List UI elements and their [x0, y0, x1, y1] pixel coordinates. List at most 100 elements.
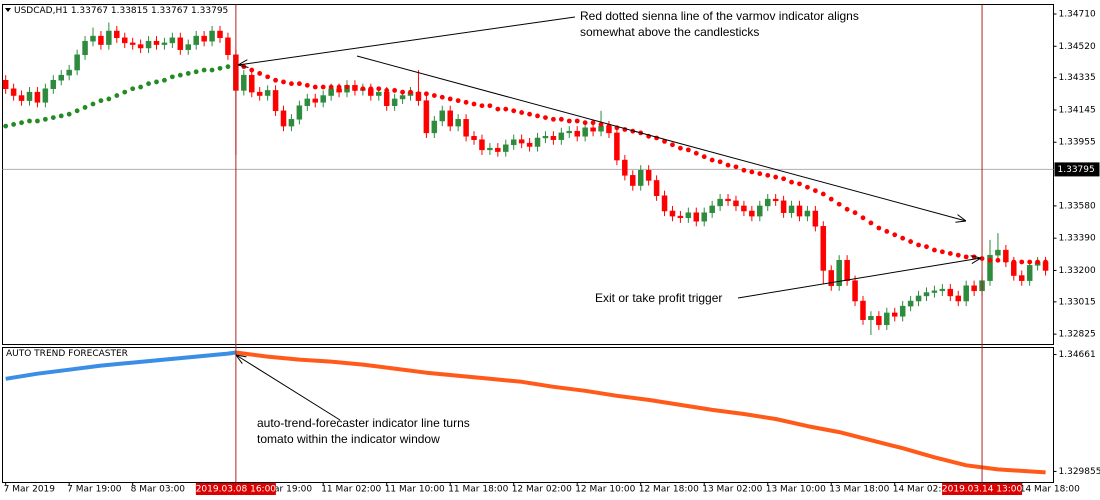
candle-body	[241, 74, 247, 91]
candle-body	[661, 195, 668, 212]
candle-body	[757, 205, 763, 217]
indicator-dot	[392, 88, 398, 93]
indicator-dot	[82, 105, 88, 110]
x-tick-label: 11 Mar 18:00	[448, 485, 508, 495]
candle-body	[717, 198, 723, 207]
candle-body	[376, 91, 382, 96]
candle-body	[844, 260, 850, 281]
candle-body	[1018, 275, 1025, 281]
candle-body	[574, 130, 580, 137]
y-tick-label: 1.33580	[1059, 201, 1096, 211]
indicator-dot	[773, 174, 779, 180]
candle-body	[129, 42, 136, 45]
candle-body	[106, 30, 112, 45]
annotation: somewhat above the candlesticks	[580, 25, 759, 39]
indicator-dot	[42, 116, 48, 122]
indicator-dot	[455, 98, 461, 104]
candle-body	[1026, 265, 1033, 281]
indicator-dot	[789, 179, 794, 185]
indicator-dot	[209, 67, 215, 73]
candle-body	[907, 300, 914, 307]
indicator-dot	[169, 74, 175, 80]
candle-body	[50, 79, 57, 89]
indicator-dot	[566, 118, 572, 124]
x-tick-label: 13 Mar 18:00	[829, 485, 889, 495]
indicator-dot	[138, 84, 144, 90]
indicator-dot	[487, 103, 493, 109]
indicator-dot	[924, 244, 929, 250]
candle-body	[693, 212, 700, 222]
indicator-dot	[503, 106, 509, 112]
indicator-dot	[511, 108, 517, 114]
candle-body	[622, 159, 628, 176]
indicator-dot	[479, 103, 485, 109]
candle-body	[939, 288, 946, 292]
candle-body	[264, 90, 271, 96]
candle-body	[780, 200, 787, 213]
panel-title: AUTO TREND FORECASTER	[6, 349, 128, 359]
candle-body	[868, 316, 874, 320]
y-tick-label: 1.33390	[1059, 234, 1096, 244]
candle-body	[741, 205, 747, 212]
indicator-dot	[344, 84, 350, 90]
annotation: Exit or take profit trigger	[595, 291, 722, 305]
indicator-dot	[900, 235, 906, 241]
x-tick-label: 14 Mar 18:00	[1020, 485, 1080, 495]
indicator-dot	[273, 77, 278, 83]
candle-body	[701, 212, 707, 222]
indicator-dot	[217, 65, 223, 71]
indicator-dot	[916, 242, 921, 248]
candle-body	[209, 30, 215, 42]
candle-body	[582, 127, 588, 137]
annotation: auto-trend-forecaster indicator line tur…	[257, 416, 470, 430]
indicator-dot	[162, 77, 167, 83]
candle-body	[685, 212, 692, 219]
candle-body	[788, 205, 795, 213]
y-tick-label: 1.34335	[1059, 73, 1096, 83]
indicator-dot	[733, 164, 739, 170]
indicator-line	[5, 350, 237, 381]
indicator-dot	[154, 79, 159, 85]
indicator-dot	[844, 206, 850, 212]
indicator-dot	[749, 169, 755, 175]
y-tick-label: 1.34520	[1059, 42, 1096, 52]
indicator-dot	[574, 118, 580, 124]
indicator-dot	[336, 84, 342, 90]
indicator-dot	[535, 113, 540, 119]
indicator-dot	[670, 142, 675, 148]
candle-body	[518, 139, 525, 144]
candle-body	[764, 198, 771, 207]
indicator-dot	[328, 84, 334, 90]
indicator-dot	[11, 122, 17, 127]
indicator-dot	[19, 120, 24, 126]
candle-body	[383, 91, 390, 106]
candle-body	[796, 205, 803, 217]
candle-body	[923, 292, 930, 297]
indicator-dot	[860, 215, 866, 221]
indicator-dot	[431, 93, 437, 98]
y-tick-label: 1.33015	[1059, 297, 1096, 307]
candle-body	[852, 280, 858, 302]
candle-body	[503, 144, 509, 152]
indicator-dot	[543, 115, 548, 121]
x-tick-label: 12 Mar 02:00	[512, 485, 572, 495]
indicator-dot	[1003, 257, 1009, 263]
candle-body	[145, 40, 152, 49]
indicator-dot	[35, 118, 40, 124]
indicator-dot	[130, 86, 136, 92]
indicator-dot	[812, 188, 818, 194]
candle-body	[10, 88, 17, 96]
indicator-dot	[717, 159, 723, 165]
candle-body	[645, 170, 652, 181]
y-tick-label: 1.33200	[1059, 266, 1096, 276]
indicator-dot	[519, 110, 525, 115]
indicator-dot	[177, 72, 183, 78]
main-panel-frame	[2, 4, 1054, 345]
candle-body	[733, 200, 739, 207]
indicator-dot	[701, 154, 707, 160]
candle-body	[534, 137, 541, 147]
y-tick-label: 1.33955	[1059, 138, 1096, 148]
candle-body	[614, 132, 620, 161]
